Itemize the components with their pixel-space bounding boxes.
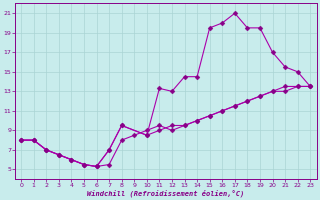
X-axis label: Windchill (Refroidissement éolien,°C): Windchill (Refroidissement éolien,°C) xyxy=(87,189,244,197)
